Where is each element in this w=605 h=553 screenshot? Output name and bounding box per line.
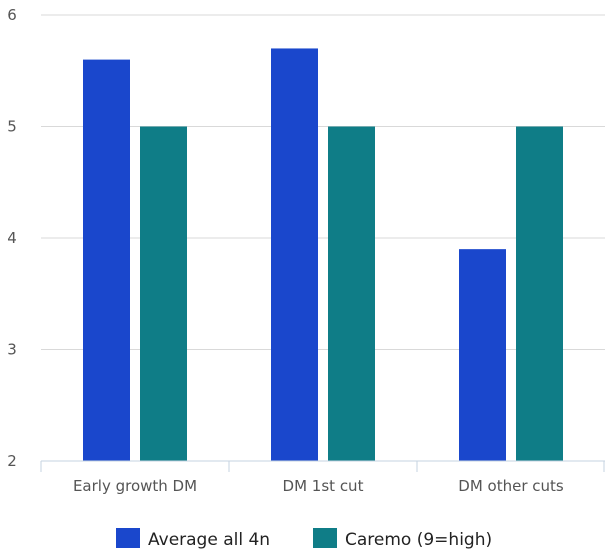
legend: Average all 4n Caremo (9=high) [116, 528, 492, 550]
legend-label: Caremo (9=high) [345, 530, 492, 550]
bars [83, 48, 563, 461]
bar [459, 249, 506, 461]
y-tick-label: 4 [7, 229, 17, 247]
bar [83, 59, 130, 461]
x-tick-label: DM other cuts [458, 477, 564, 495]
x-axis: Early growth DM DM 1st cut DM other cuts [40, 460, 605, 495]
legend-swatch [116, 528, 140, 548]
y-tick-label: 2 [7, 452, 17, 470]
bar [328, 126, 375, 461]
grid-lines [41, 14, 605, 350]
bar [140, 126, 187, 461]
legend-label: Average all 4n [148, 530, 270, 550]
legend-swatch [313, 528, 337, 548]
y-axis-ticks: 2 3 4 5 6 [7, 6, 17, 470]
bar [271, 48, 318, 461]
bar [516, 126, 563, 461]
y-tick-label: 3 [7, 341, 17, 359]
x-tick-label: Early growth DM [73, 477, 197, 495]
x-tick-label: DM 1st cut [283, 477, 364, 495]
y-tick-label: 5 [7, 118, 17, 136]
y-tick-label: 6 [7, 6, 17, 24]
